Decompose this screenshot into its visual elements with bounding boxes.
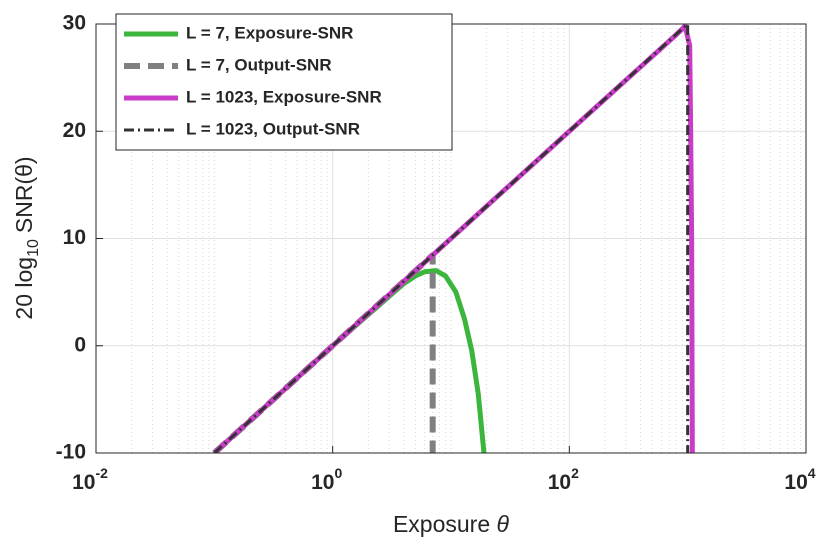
x-tick-base: 10 [784,471,807,494]
series-line [213,24,690,453]
y-tick-label: 30 [63,12,86,35]
x-tick-exponent: 2 [571,465,579,481]
x-tick-label: 10-2 [72,465,108,494]
legend-label: L = 7, Output-SNR [186,55,332,74]
legend-label: L = 1023, Exposure-SNR [186,87,382,106]
x-tick-base: 10 [311,471,334,494]
y-tick-label: 20 [63,119,86,142]
x-tick-label: 100 [311,465,342,494]
x-tick-base: 10 [72,471,95,494]
x-tick-base: 10 [548,471,571,494]
legend-box [115,13,453,151]
legend-label: L = 1023, Output-SNR [186,119,360,138]
x-tick-exponent: 4 [808,465,816,481]
x-tick-exponent: -2 [95,465,108,481]
series-line [212,268,487,453]
y-tick-label: 10 [63,226,86,249]
x-tick-label: 104 [784,465,815,494]
y-axis-label: 20 log10SNR(θ) [11,156,42,319]
x-axis-label: Exposure θ [393,511,510,537]
legend-label: L = 7, Exposure-SNR [186,23,353,42]
x-tick-exponent: 0 [334,465,342,481]
y-tick-label: 0 [74,333,86,356]
x-tick-label: 102 [548,465,579,494]
y-tick-label: -10 [56,441,86,464]
plot-lines [212,24,695,453]
legend: L = 7, Exposure-SNR L = 7, Output-SNR L = … [115,13,453,151]
